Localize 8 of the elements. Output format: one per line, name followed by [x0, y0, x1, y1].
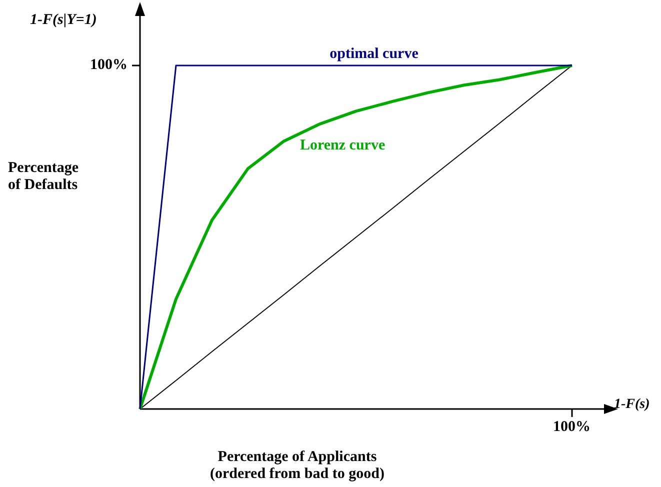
series-label: optimal curve — [330, 46, 419, 62]
x-axis-title: Percentage of Applicants (ordered from bad to good) — [210, 449, 384, 483]
text: 1-F(s|Y=1) — [30, 12, 97, 29]
text: 1-F(s) — [614, 397, 650, 413]
text: 100% — [553, 419, 590, 436]
text: 100% — [90, 56, 128, 74]
series-label: Lorenz curve — [300, 137, 386, 154]
y-axis-title: Percentage of Defaults — [8, 160, 79, 194]
